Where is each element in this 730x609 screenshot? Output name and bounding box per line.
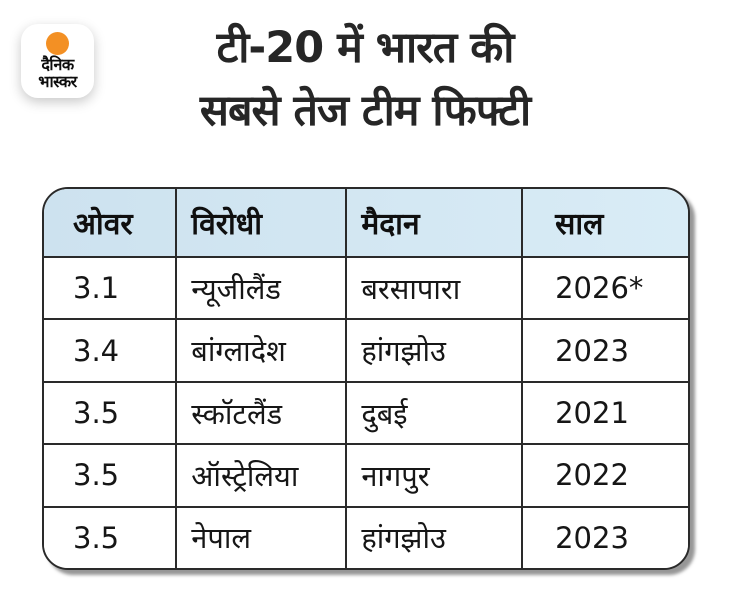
table-row: 3.5 ऑस्ट्रेलिया नागपुर 2022 xyxy=(44,445,688,508)
brand-name-line-2: भास्कर xyxy=(38,71,77,91)
cell-opponent: बांग्लादेश xyxy=(177,320,348,381)
table-row: 3.5 नेपाल हांगझोउ 2023 xyxy=(44,507,688,568)
cell-year: 2023 xyxy=(555,333,629,368)
page-title: टी-20 में भारत की सबसे तेज टीम फिफ्टी xyxy=(0,17,730,143)
column-header-over: ओवर xyxy=(44,189,178,256)
cell-over: 3.5 xyxy=(44,382,178,444)
cell-ground: नागपुर xyxy=(347,445,524,506)
table-row: 3.1 न्यूजीलैंड बरसापारा 2026* xyxy=(44,258,688,321)
brand-logo: दैनिक भास्कर xyxy=(21,24,94,98)
cell-over: 3.4 xyxy=(44,320,178,381)
table-header-row: ओवर विरोधी मैदान साल xyxy=(44,189,688,258)
cell-over: 3.1 xyxy=(44,258,178,319)
cell-opponent: नेपाल xyxy=(177,507,348,568)
cell-year: 2026* xyxy=(555,271,644,306)
brand-name: दैनिक भास्कर xyxy=(38,55,77,91)
table-row: 3.5 स्कॉटलैंड दुबई 2021 xyxy=(44,382,688,446)
cell-year: 2023 xyxy=(555,520,629,555)
cell-opponent: न्यूजीलैंड xyxy=(177,258,348,319)
records-table: ओवर विरोधी मैदान साल 3.1 न्यूजीलैंड बरसा… xyxy=(42,187,690,570)
cell-ground: हांगझोउ xyxy=(347,320,524,381)
cell-over: 3.5 xyxy=(44,445,178,506)
sun-icon xyxy=(46,32,69,55)
cell-opponent: स्कॉटलैंड xyxy=(177,382,348,444)
table-row: 3.4 बांग्लादेश हांगझोउ 2023 xyxy=(44,320,688,383)
title-line-2: सबसे तेज टीम फिफ्टी xyxy=(199,86,531,136)
cell-year: 2021 xyxy=(555,396,629,431)
brand-name-line-1: दैनिक xyxy=(41,55,74,74)
cell-opponent: ऑस्ट्रेलिया xyxy=(177,445,348,506)
cell-ground: हांगझोउ xyxy=(347,507,524,568)
column-header-opponent: विरोधी xyxy=(177,189,348,256)
cell-year: 2022 xyxy=(555,458,629,493)
cell-ground: बरसापारा xyxy=(347,258,524,319)
column-header-ground: मैदान xyxy=(347,189,524,256)
cell-ground: दुबई xyxy=(347,382,524,444)
cell-over: 3.5 xyxy=(44,507,178,568)
title-line-1: टी-20 में भारत की xyxy=(216,23,515,73)
column-header-year: साल xyxy=(555,207,604,242)
